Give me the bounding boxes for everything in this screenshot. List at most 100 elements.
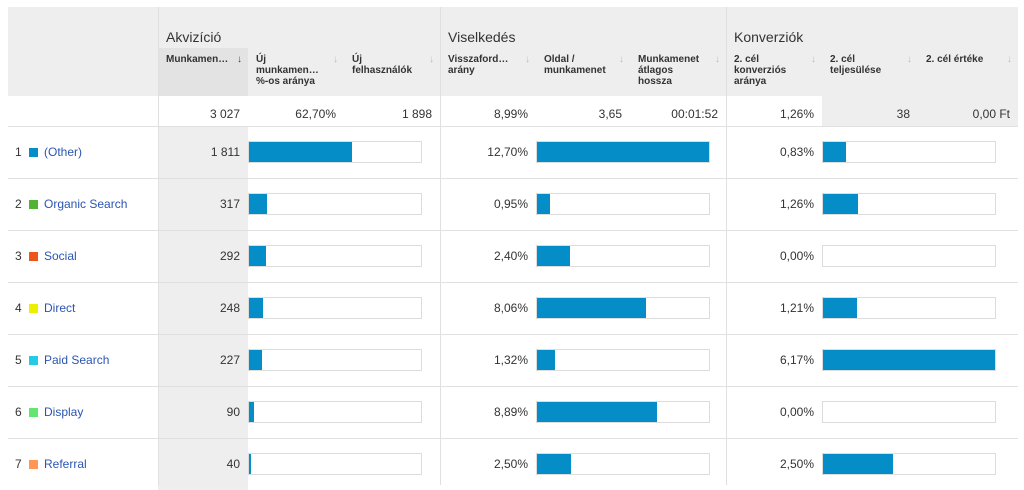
goal-conversion-rate-value: 0,00% bbox=[779, 249, 814, 263]
bounce-rate-bar-fill bbox=[537, 454, 571, 474]
goal-conversion-bar-fill bbox=[823, 298, 857, 318]
goal-conversion-bar-fill bbox=[823, 194, 859, 214]
total-goal-value: 0,00 Ft bbox=[918, 96, 1018, 126]
column-header-label-line: átlagos bbox=[638, 65, 674, 76]
row-number: 6 bbox=[15, 405, 22, 419]
column-header-goal-value[interactable]: 2. cél értéke ↓ bbox=[918, 48, 1018, 96]
channel-link[interactable]: Display bbox=[44, 405, 84, 419]
bounce-rate-bar-fill bbox=[537, 402, 658, 422]
total-pages-per-session: 3,65 bbox=[536, 96, 630, 126]
column-header-new-sessions-pct[interactable]: Új munkamen… %-os aránya ↓ bbox=[248, 48, 344, 96]
goal-conversion-rate-value: 6,17% bbox=[779, 353, 814, 367]
sessions-bar-track bbox=[248, 141, 422, 163]
sessions-bar-fill bbox=[249, 142, 352, 162]
row-divider bbox=[8, 126, 1018, 127]
goal-conversion-bar-track bbox=[822, 349, 996, 371]
column-header-goal-conversion-rate[interactable]: 2. cél konverziós aránya ↓ bbox=[726, 48, 822, 96]
channel-link[interactable]: Direct bbox=[44, 301, 76, 315]
goal-conversion-rate-value: 2,50% bbox=[779, 457, 814, 471]
row-divider bbox=[8, 438, 1018, 439]
column-header-label-line: teljesülése bbox=[830, 65, 882, 76]
sessions-bar-track bbox=[248, 193, 422, 215]
column-header-avg-session-duration[interactable]: Munkamenet átlagos hossza ↓ bbox=[630, 48, 726, 96]
bounce-rate-bar-track bbox=[536, 141, 710, 163]
sessions-bar-track bbox=[248, 245, 422, 267]
group-header-conversion: Konverziók bbox=[726, 7, 1018, 48]
channel-link[interactable]: Social bbox=[44, 249, 77, 263]
bounce-rate-value: 2,40% bbox=[493, 249, 528, 263]
bounce-rate-bar-track bbox=[536, 297, 710, 319]
sessions-bar-fill bbox=[249, 454, 252, 474]
column-header-sessions[interactable]: Munkamen… ↓ bbox=[158, 48, 248, 96]
sessions-bar-track bbox=[248, 297, 422, 319]
sessions-value: 90 bbox=[158, 386, 248, 438]
goal-conversion-bar-track bbox=[822, 401, 996, 423]
table-row-label: 3 Social bbox=[8, 230, 158, 282]
sessions-value: 1 811 bbox=[158, 126, 248, 178]
column-header-label-line: arány bbox=[448, 65, 475, 76]
bounce-rate-bar-track bbox=[536, 453, 710, 475]
sessions-bar-track bbox=[248, 349, 422, 371]
bounce-rate-bar-track bbox=[536, 401, 710, 423]
column-header-pages-per-session[interactable]: Oldal / munkamenet ↓ bbox=[536, 48, 630, 96]
sort-arrow-icon: ↓ bbox=[333, 54, 338, 65]
column-header-label-line: Munkamenet bbox=[638, 54, 700, 65]
channel-link[interactable]: Paid Search bbox=[44, 353, 110, 367]
table-row-label: 4 Direct bbox=[8, 282, 158, 334]
column-header-label-line: munkamenet bbox=[544, 65, 606, 76]
goal-conversion-rate-value: 0,83% bbox=[779, 145, 814, 159]
sessions-value: 40 bbox=[158, 438, 248, 490]
legend-swatch-icon bbox=[29, 147, 38, 157]
goal-conversion-bar-fill bbox=[823, 454, 893, 474]
row-divider bbox=[8, 282, 1018, 283]
channel-link[interactable]: (Other) bbox=[44, 145, 83, 159]
row-number: 1 bbox=[15, 145, 22, 159]
row-number: 5 bbox=[15, 353, 22, 367]
column-header-dimension bbox=[8, 48, 158, 96]
column-header-new-users[interactable]: Új felhasználók ↓ bbox=[344, 48, 440, 96]
column-header-label-line: aránya bbox=[734, 76, 767, 87]
column-header-label-line: hossza bbox=[638, 76, 672, 87]
sort-arrow-icon: ↓ bbox=[907, 54, 912, 65]
sort-arrow-icon: ↓ bbox=[619, 54, 624, 65]
row-number: 3 bbox=[15, 249, 22, 263]
goal-conversion-rate-value: 1,26% bbox=[779, 197, 814, 211]
legend-swatch-icon bbox=[29, 407, 38, 417]
channel-link[interactable]: Organic Search bbox=[44, 197, 128, 211]
legend-swatch-icon bbox=[29, 355, 38, 365]
total-goal-conversion-rate: 1,26% bbox=[726, 96, 822, 126]
goal-conversion-bar-track bbox=[822, 453, 996, 475]
totals-label-cell bbox=[8, 96, 158, 126]
goal-conversion-bar-fill bbox=[823, 142, 847, 162]
column-header-bounce-rate[interactable]: Visszaford… arány ↓ bbox=[440, 48, 536, 96]
goal-conversion-bar-fill bbox=[823, 350, 995, 370]
group-header-blank bbox=[8, 7, 158, 48]
column-header-goal-completions[interactable]: 2. cél teljesülése ↓ bbox=[822, 48, 918, 96]
total-bounce-rate: 8,99% bbox=[440, 96, 536, 126]
total-avg-session-duration: 00:01:52 bbox=[630, 96, 726, 126]
goal-conversion-bar-track bbox=[822, 297, 996, 319]
bounce-rate-value: 8,89% bbox=[493, 405, 528, 419]
sessions-bar-fill bbox=[249, 194, 267, 214]
channel-link[interactable]: Referral bbox=[44, 457, 87, 471]
bounce-rate-bar-fill bbox=[537, 142, 709, 162]
bounce-rate-value: 1,32% bbox=[493, 353, 528, 367]
sessions-bar-track bbox=[248, 401, 422, 423]
sessions-bar-fill bbox=[249, 246, 266, 266]
bounce-rate-bar-track bbox=[536, 193, 710, 215]
goal-conversion-rate-value: 0,00% bbox=[779, 405, 814, 419]
bounce-rate-bar-track bbox=[536, 349, 710, 371]
bounce-rate-value: 2,50% bbox=[493, 457, 528, 471]
total-sessions: 3 027 bbox=[158, 96, 248, 126]
column-header-label-line: Oldal / bbox=[544, 54, 575, 65]
bounce-rate-bar-fill bbox=[537, 194, 550, 214]
row-divider bbox=[8, 178, 1018, 179]
column-header-label-line: Új bbox=[352, 54, 362, 65]
bounce-rate-bar-track bbox=[536, 245, 710, 267]
row-number: 7 bbox=[15, 457, 22, 471]
sort-arrow-icon: ↓ bbox=[237, 54, 242, 65]
sessions-value: 317 bbox=[158, 178, 248, 230]
sessions-bar-fill bbox=[249, 298, 264, 318]
column-header-label-line: munkamen… bbox=[256, 65, 319, 76]
sort-arrow-icon: ↓ bbox=[1007, 54, 1012, 65]
